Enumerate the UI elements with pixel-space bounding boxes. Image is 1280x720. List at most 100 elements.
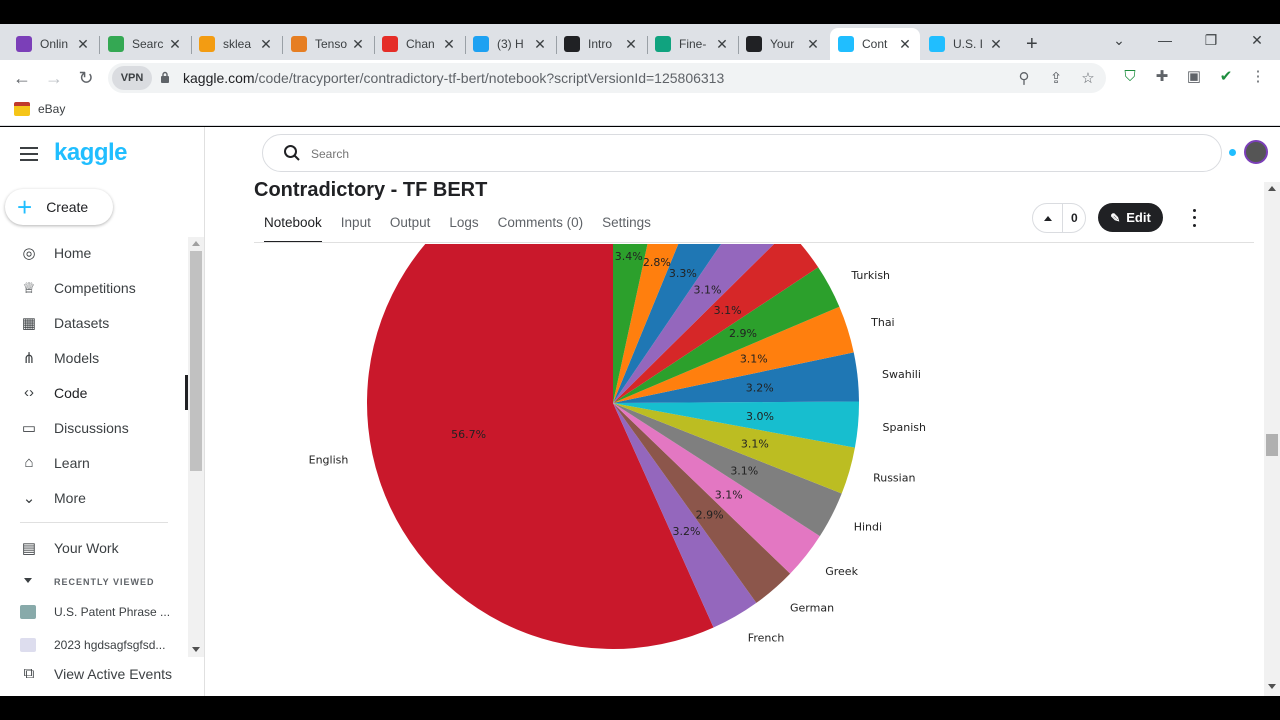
sidebar-item-your-work[interactable]: ▤ Your Work — [0, 530, 188, 565]
chevron-down-icon: ⌄ — [22, 489, 36, 507]
page-scroll-up-arrow-icon[interactable] — [1268, 186, 1276, 191]
recent-item[interactable]: 2023 hgdsagfsgfsd... — [0, 633, 188, 657]
puzzle-extensions-icon[interactable]: ✚ — [1155, 68, 1169, 85]
tab-logs[interactable]: Logs — [449, 215, 479, 230]
tab-close-icon[interactable]: ✕ — [77, 35, 89, 52]
browser-tab[interactable]: Searc ✕ — [100, 28, 190, 60]
tab-separator — [738, 36, 739, 54]
new-tab-button[interactable]: + — [1026, 32, 1038, 55]
side-panel-icon[interactable]: ▣ — [1186, 68, 1202, 85]
browser-menu-icon[interactable]: ⋮ — [1250, 68, 1266, 85]
sidebar-item-home[interactable]: ◎ Home — [0, 235, 188, 270]
tab-close-icon[interactable]: ✕ — [899, 35, 911, 52]
collapse-caret-icon[interactable] — [24, 578, 32, 583]
pie-pct-label: 3.1% — [730, 464, 758, 477]
browser-tab[interactable]: Cont ✕ — [830, 28, 920, 60]
search-icon — [284, 145, 300, 161]
edit-button[interactable]: ✎ Edit — [1098, 203, 1163, 232]
zoom-icon[interactable]: ⚲ — [1018, 70, 1030, 87]
lock-icon[interactable] — [160, 71, 170, 83]
tab-settings[interactable]: Settings — [602, 215, 651, 230]
pie-slice-label: Thai — [870, 316, 895, 329]
trophy-icon: ♕ — [22, 279, 36, 297]
search-box[interactable] — [262, 134, 1222, 172]
tab-separator — [99, 36, 100, 54]
browser-tab[interactable]: Tenso ✕ — [283, 28, 373, 60]
pie-slice — [613, 403, 855, 494]
back-arrow-icon[interactable]: ← — [13, 67, 31, 88]
tab-close-icon[interactable]: ✕ — [534, 35, 546, 52]
sidebar-item-competitions[interactable]: ♕ Competitions — [0, 270, 188, 305]
search-input[interactable] — [311, 144, 1191, 164]
page-scroll-down-arrow-icon[interactable] — [1268, 684, 1276, 689]
share-icon[interactable]: ⇪ — [1049, 70, 1063, 87]
hamburger-menu-icon[interactable] — [20, 147, 38, 161]
page-scroll-thumb[interactable] — [1266, 434, 1278, 456]
reload-icon[interactable]: ↻ — [78, 67, 94, 88]
tab-search-icon[interactable]: ⌄ — [1113, 31, 1125, 48]
close-window-button[interactable]: ✕ — [1251, 31, 1263, 48]
browser-tab[interactable]: sklea ✕ — [191, 28, 281, 60]
address-bar: ← → ↻ VPN kaggle.com/code/tracyporter/co… — [0, 60, 1280, 96]
security-check-icon[interactable]: ✔ — [1219, 68, 1233, 85]
sidebar-scroll-thumb[interactable] — [190, 251, 202, 471]
vpn-badge[interactable]: VPN — [112, 66, 152, 90]
shield-extension-icon[interactable]: ⛉ — [1124, 67, 1136, 85]
pie-slice-label: Spanish — [883, 421, 926, 434]
tab-close-icon[interactable]: ✕ — [625, 35, 637, 52]
tab-favicon-icon — [838, 36, 854, 52]
bookmark-star-icon[interactable]: ☆ — [1081, 70, 1095, 87]
pie-slice — [613, 244, 648, 403]
recent-item[interactable]: U.S. Patent Phrase ... — [0, 600, 188, 624]
tab-output[interactable]: Output — [389, 215, 431, 230]
sidebar-item-view-active-events[interactable]: ⧉ View Active Events — [0, 656, 188, 691]
tab-favicon-icon — [199, 36, 215, 52]
tab-separator — [556, 36, 557, 54]
tab-close-icon[interactable]: ✕ — [807, 35, 819, 52]
create-button[interactable]: + Create — [5, 189, 113, 225]
scroll-up-arrow-icon[interactable] — [192, 241, 200, 246]
sidebar-item-label: Discussions — [54, 419, 129, 436]
kaggle-logo[interactable]: kaggle — [54, 139, 128, 166]
upvote-button[interactable]: 0 — [1032, 203, 1086, 233]
browser-tab[interactable]: (3) H ✕ — [465, 28, 555, 60]
tab-close-icon[interactable]: ✕ — [352, 35, 364, 52]
browser-tab[interactable]: Fine- ✕ — [647, 28, 737, 60]
sidebar-item-learn[interactable]: ⌂ Learn — [0, 445, 188, 480]
url-text[interactable]: kaggle.com/code/tracyporter/contradictor… — [183, 70, 724, 86]
tab-separator — [282, 36, 283, 54]
tab-comments[interactable]: Comments (0) — [497, 215, 584, 230]
tab-close-icon[interactable]: ✕ — [169, 35, 181, 52]
forward-arrow-icon[interactable]: → — [45, 67, 63, 88]
restore-button[interactable]: ❐ — [1204, 31, 1218, 48]
pencil-icon: ✎ — [1110, 210, 1121, 225]
page-title: Contradictory - TF BERT — [254, 179, 488, 201]
tabs-divider — [254, 242, 1254, 243]
sidebar-item-more[interactable]: ⌄ More — [0, 480, 188, 515]
sidebar-item-label: Code — [54, 384, 88, 401]
browser-tab[interactable]: Chan ✕ — [374, 28, 464, 60]
tab-close-icon[interactable]: ✕ — [260, 35, 272, 52]
sidebar-item-models[interactable]: ⋔ Models — [0, 340, 188, 375]
more-options-icon[interactable] — [1186, 207, 1202, 229]
tab-input[interactable]: Input — [340, 215, 371, 230]
tab-notebook[interactable]: Notebook — [264, 215, 322, 243]
tab-close-icon[interactable]: ✕ — [443, 35, 455, 52]
avatar[interactable] — [1244, 140, 1268, 164]
sidebar-item-code[interactable]: ‹› Code — [0, 375, 188, 410]
bookmark-ebay[interactable]: eBay — [14, 102, 65, 116]
browser-tab[interactable]: Your ✕ — [738, 28, 828, 60]
minimize-button[interactable]: — — [1158, 32, 1172, 48]
browser-tab[interactable]: Onlin ✕ — [8, 28, 98, 60]
tab-close-icon[interactable]: ✕ — [990, 35, 1002, 52]
sidebar-item-datasets[interactable]: ▦ Datasets — [0, 305, 188, 340]
browser-tab[interactable]: Intro ✕ — [556, 28, 646, 60]
sidebar-scrollbar[interactable] — [188, 237, 204, 657]
browser-tab[interactable]: U.S. I ✕ — [921, 28, 1011, 60]
clipboard-icon: ▤ — [21, 539, 37, 557]
sidebar-item-discussions[interactable]: ▭ Discussions — [0, 410, 188, 445]
scroll-down-arrow-icon[interactable] — [192, 647, 200, 652]
page-scrollbar[interactable] — [1264, 182, 1280, 696]
tab-close-icon[interactable]: ✕ — [716, 35, 728, 52]
omnibox[interactable]: VPN kaggle.com/code/tracyporter/contradi… — [108, 63, 1106, 93]
